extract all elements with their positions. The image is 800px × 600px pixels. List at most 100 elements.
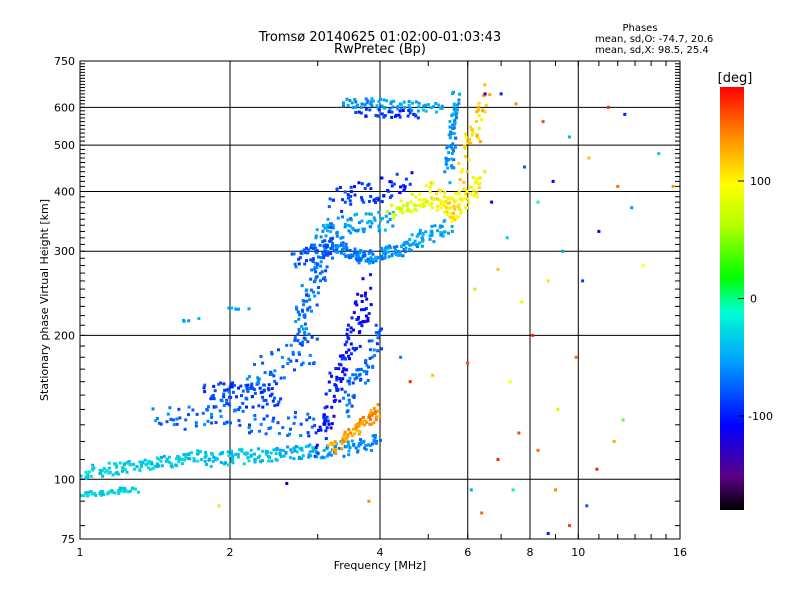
data-point: [458, 178, 462, 181]
data-point: [331, 226, 335, 230]
data-point: [392, 216, 396, 220]
data-point: [360, 368, 363, 372]
data-point: [99, 471, 103, 475]
data-point: [347, 443, 351, 447]
data-point: [337, 367, 341, 371]
data-point: [365, 370, 369, 374]
data-point: [312, 361, 316, 365]
data-point: [195, 412, 199, 416]
data-point: [310, 425, 314, 429]
data-point: [358, 251, 362, 255]
data-point: [442, 204, 446, 208]
data-point: [184, 453, 188, 456]
data-point: [365, 363, 369, 367]
data-point: [335, 385, 338, 389]
data-point: [408, 380, 412, 384]
data-point: [339, 363, 343, 367]
data-point: [165, 457, 169, 461]
data-point: [355, 376, 359, 380]
data-point: [329, 252, 333, 256]
data-point: [118, 486, 122, 490]
data-point: [101, 474, 105, 478]
data-point: [453, 110, 457, 114]
data-point: [326, 253, 330, 257]
data-point: [289, 456, 293, 460]
data-point: [453, 121, 457, 125]
data-point: [424, 200, 428, 204]
data-point: [383, 228, 387, 232]
data-point: [223, 388, 227, 392]
data-point: [240, 448, 244, 452]
data-point: [246, 389, 250, 393]
data-point: [302, 336, 306, 340]
data-point: [292, 457, 296, 461]
data-point: [451, 196, 455, 200]
data-point: [349, 202, 353, 206]
data-point: [350, 434, 354, 438]
data-point: [477, 114, 481, 118]
data-point: [84, 475, 88, 478]
data-point: [238, 423, 242, 427]
data-point: [439, 206, 443, 210]
data-point: [327, 225, 330, 229]
data-point: [218, 409, 222, 413]
data-point: [343, 343, 347, 347]
data-point: [209, 397, 213, 401]
data-point: [374, 415, 378, 419]
data-point: [450, 114, 454, 118]
data-point: [231, 390, 235, 394]
data-point: [343, 430, 347, 434]
data-point: [99, 493, 103, 497]
data-point: [334, 452, 338, 456]
data-point: [401, 210, 405, 214]
data-point: [372, 421, 376, 425]
data-point: [213, 456, 217, 460]
data-point: [260, 459, 264, 463]
data-point: [341, 437, 345, 441]
data-point: [377, 227, 381, 231]
data-point: [390, 254, 394, 258]
data-point: [381, 216, 384, 220]
data-point: [408, 248, 412, 251]
data-point: [430, 196, 434, 200]
data-point: [363, 308, 366, 312]
y-tick-label: 300: [54, 245, 75, 258]
data-point: [264, 432, 268, 436]
phase-note-line-x: mean, sd,X: 98.5, 25.4: [595, 45, 709, 56]
data-point: [345, 403, 349, 407]
data-point: [296, 310, 300, 314]
data-point: [262, 398, 266, 402]
colorbar-tick-label: 100: [750, 175, 771, 188]
data-point: [232, 383, 236, 387]
data-point: [354, 100, 358, 104]
data-point: [206, 419, 210, 423]
data-point: [313, 265, 317, 269]
data-point: [455, 108, 459, 112]
data-point: [82, 494, 86, 498]
data-point: [155, 456, 159, 460]
data-point: [349, 231, 353, 235]
data-point: [222, 382, 226, 386]
data-point: [282, 376, 286, 380]
data-point: [472, 188, 476, 192]
data-point: [641, 264, 645, 267]
data-point: [326, 250, 329, 254]
data-point: [398, 250, 402, 254]
data-point: [392, 99, 396, 103]
data-point: [449, 144, 453, 147]
data-point: [362, 200, 366, 204]
data-point: [360, 219, 364, 223]
data-point: [89, 474, 93, 478]
data-point: [314, 261, 318, 265]
data-point: [373, 436, 377, 440]
data-point: [348, 199, 352, 203]
data-point: [422, 104, 426, 108]
data-point: [237, 307, 240, 311]
data-point: [219, 415, 223, 418]
data-point: [217, 382, 221, 386]
data-point: [367, 182, 371, 186]
data-point: [354, 257, 358, 261]
data-point: [331, 246, 335, 250]
data-point: [101, 492, 105, 496]
data-point: [337, 447, 341, 450]
